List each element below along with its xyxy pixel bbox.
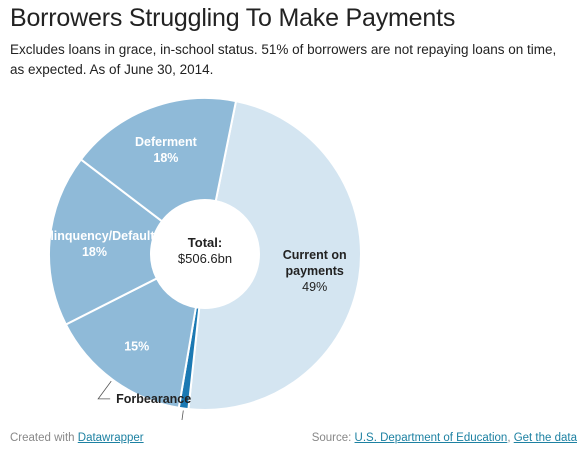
slice-label-current-on-payments-1: Current on bbox=[283, 248, 347, 262]
slice-forbearance bbox=[64, 277, 198, 409]
leader-line-forbearance bbox=[97, 380, 112, 400]
slice-value-delinquency-default: 18% bbox=[82, 245, 107, 259]
center-total-label: Total: bbox=[188, 235, 222, 250]
slice-value-forbearance: 15% bbox=[124, 340, 149, 354]
source-link[interactable]: U.S. Department of Education bbox=[354, 432, 508, 444]
datawrapper-link[interactable]: Datawrapper bbox=[77, 432, 144, 444]
slice-value-current-on-payments: 49% bbox=[302, 280, 327, 294]
donut-hole bbox=[152, 201, 258, 307]
footer-credit: Created with Datawrapper bbox=[10, 432, 144, 444]
get-data-link[interactable]: Get the data bbox=[513, 432, 577, 444]
donut-chart: Current onpayments49%Bankruptcy/Disabili… bbox=[34, 97, 362, 420]
chart-subtitle: Excludes loans in grace, in-school statu… bbox=[10, 42, 557, 77]
slice-label-current-on-payments-2: payments bbox=[286, 264, 344, 278]
donut-slices bbox=[48, 97, 362, 411]
footer-source-prefix: Source: bbox=[311, 432, 355, 444]
footer-created-prefix: Created with bbox=[10, 432, 78, 444]
donut-labels: Current onpayments49%Bankruptcy/Disabili… bbox=[34, 135, 347, 420]
slice-value-deferment: 18% bbox=[153, 151, 178, 165]
slice-label-forbearance: Forbearance bbox=[116, 392, 191, 406]
footer-source: Source: U.S. Department of Education, Ge… bbox=[312, 432, 577, 444]
slice-deferment bbox=[79, 97, 238, 223]
slice-label-delinquency-default: Delinquency/Default bbox=[34, 229, 155, 243]
chart-title: Borrowers Struggling To Make Payments bbox=[10, 4, 456, 32]
slice-label-deferment: Deferment bbox=[135, 135, 198, 149]
leader-line-bankruptcy-disability bbox=[181, 410, 184, 420]
footer-separator: , bbox=[507, 432, 514, 444]
center-total-value: $506.6bn bbox=[178, 251, 232, 266]
slice-current-on-payments bbox=[187, 99, 362, 411]
